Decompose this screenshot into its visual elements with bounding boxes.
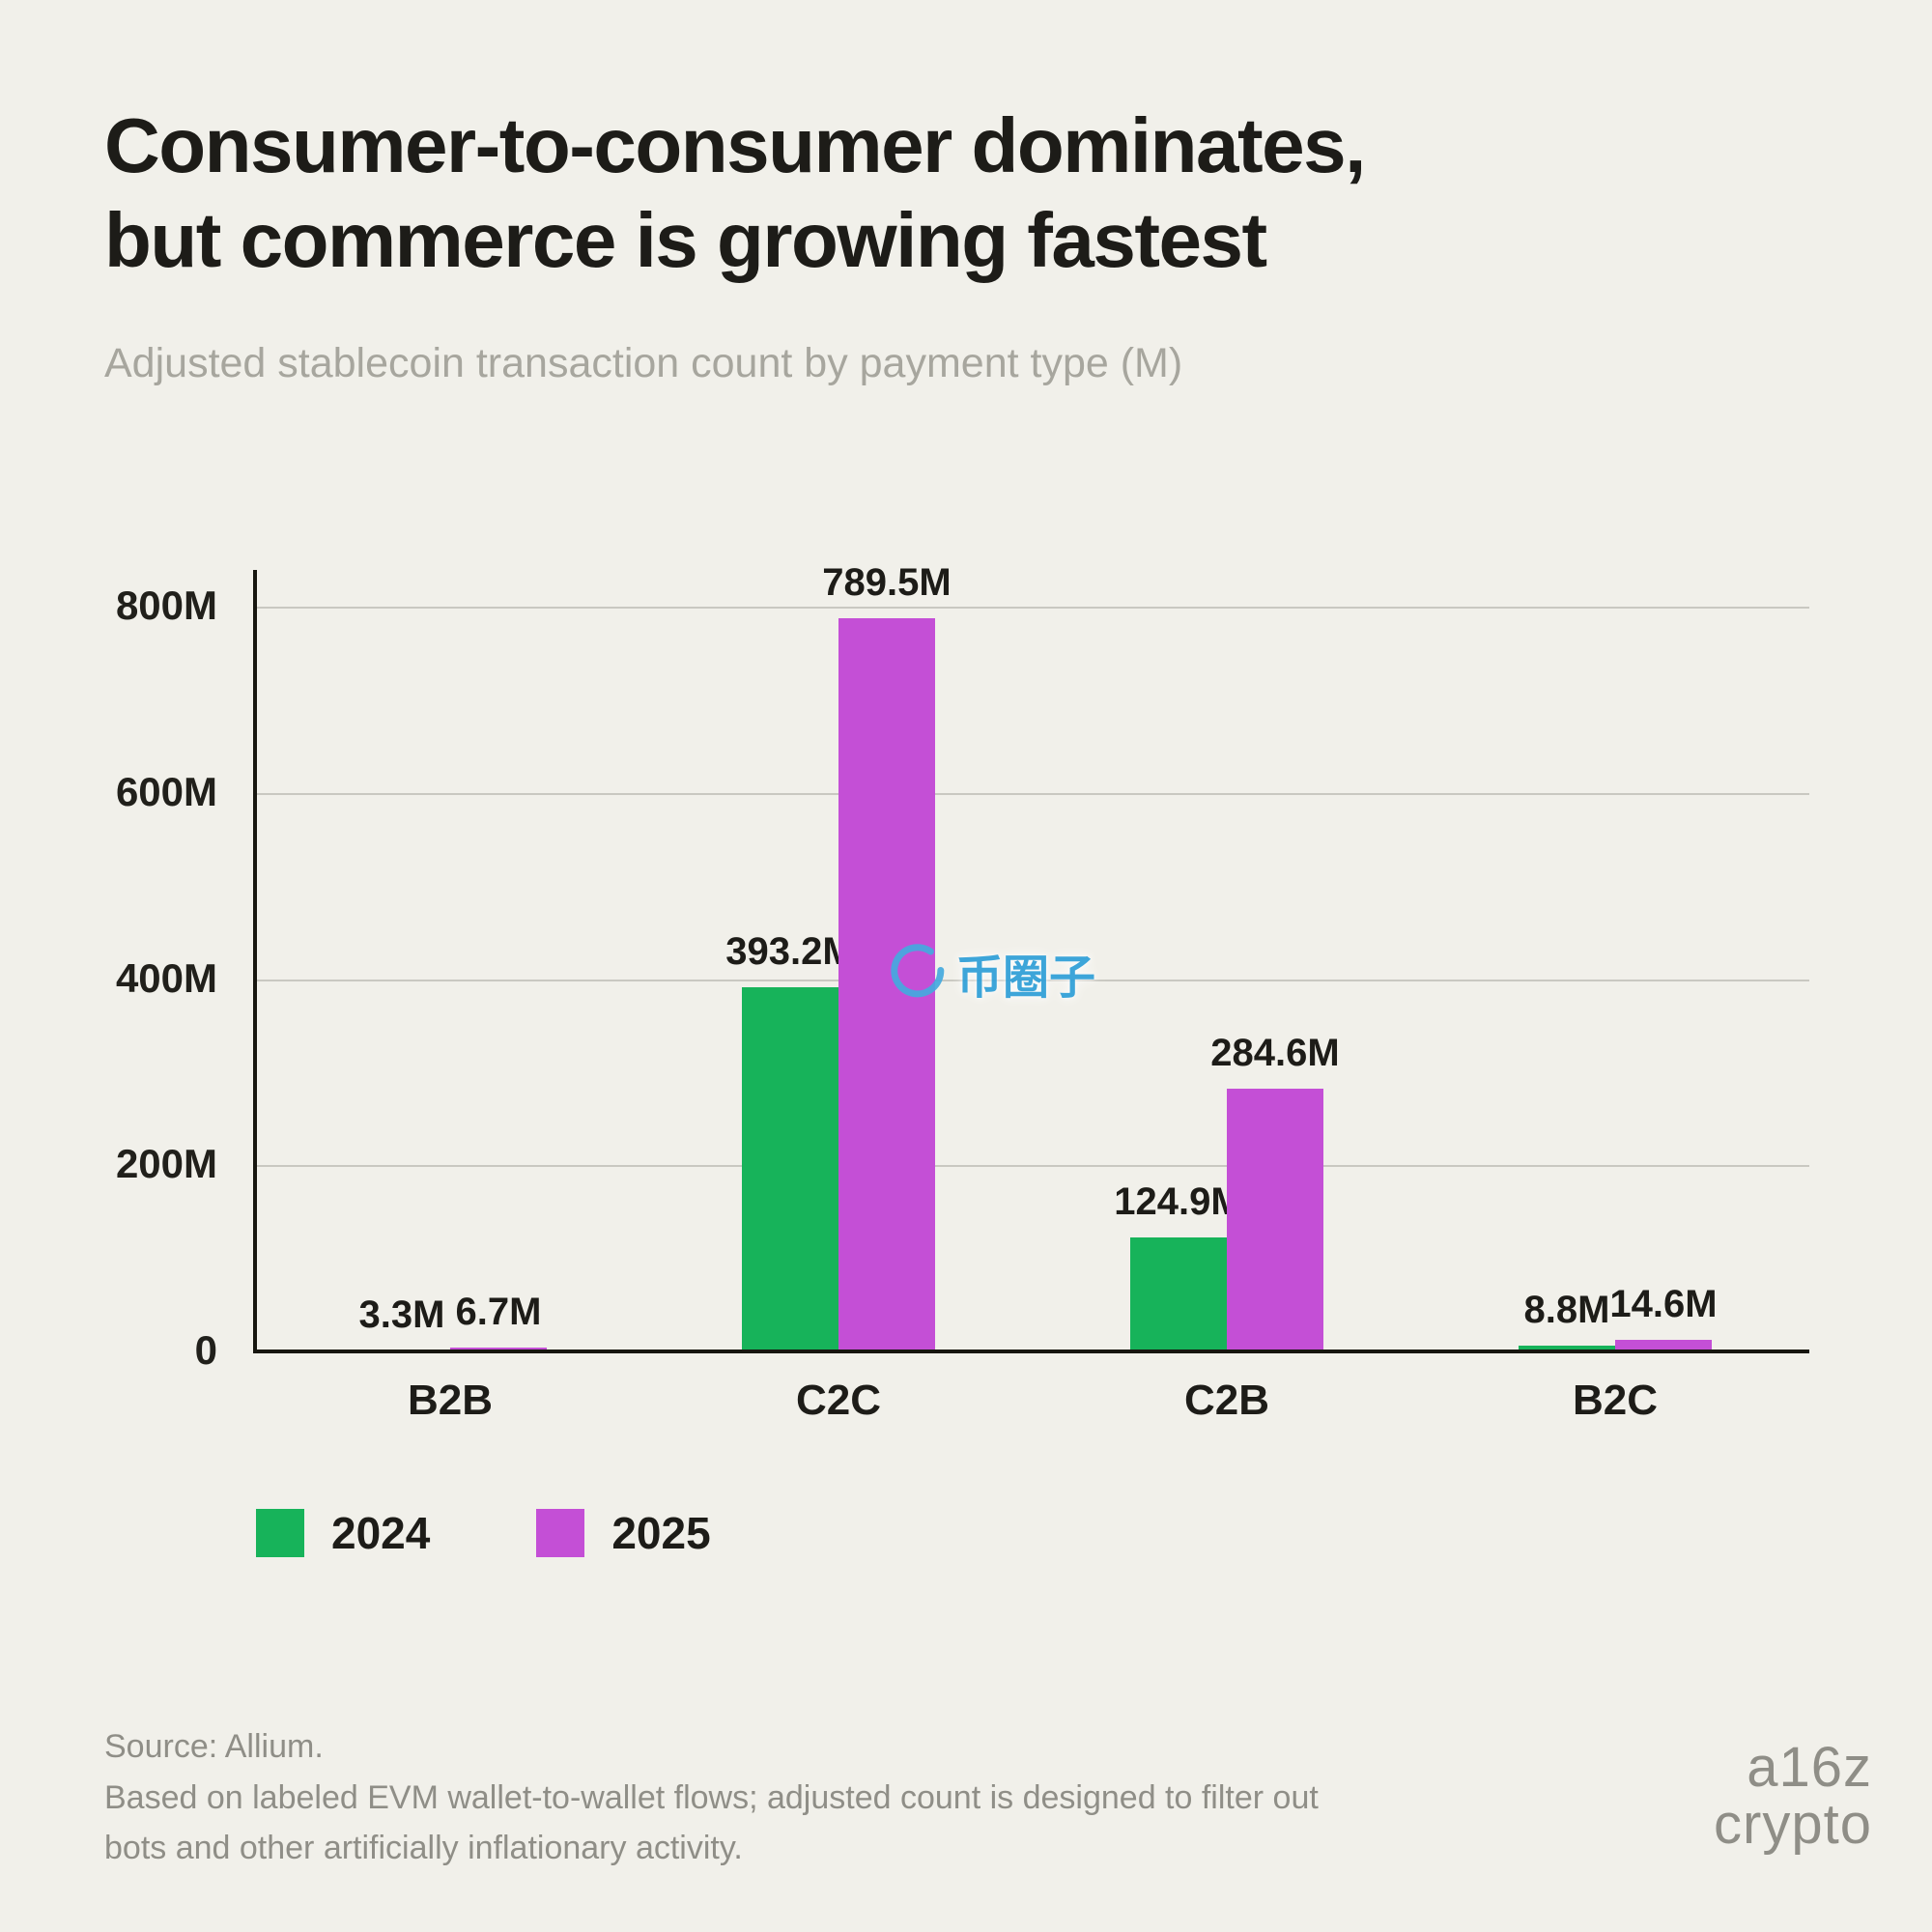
value-label-2025-B2C: 14.6M	[1609, 1282, 1718, 1325]
y-tick-label-600M: 600M	[115, 768, 217, 814]
y-tick-label-800M: 800M	[115, 582, 217, 628]
bar-2025-C2B: 284.6M	[1210, 1032, 1340, 1353]
value-label-2024-B2B: 3.3M	[358, 1293, 445, 1336]
bar-2024-C2C: 393.2M	[725, 930, 855, 1353]
source-line1: Source: Allium.	[104, 1727, 324, 1765]
bar-group-C2C: 393.2M 789.5M	[725, 561, 952, 1353]
legend-item-2025: 2025	[536, 1507, 711, 1559]
source-note: Source: Allium. Based on labeled EVM wal…	[104, 1721, 1319, 1874]
page-title-line2: but commerce is growing fastest	[104, 196, 1267, 283]
legend-swatch-2024	[256, 1509, 304, 1557]
page-title-line1: Consumer-to-consumer dominates,	[104, 102, 1366, 188]
gridline-200M	[256, 1165, 1809, 1168]
value-label-2025-C2C: 789.5M	[822, 561, 952, 605]
value-label-2025-B2B: 6.7M	[455, 1290, 542, 1333]
x-axis-line	[256, 1350, 1809, 1353]
value-label-2024-C2C: 393.2M	[725, 930, 855, 974]
x-axis-labels: B2B C2C C2B B2C	[256, 1377, 1809, 1425]
bar-2024-B2C: 8.8M	[1519, 1289, 1615, 1353]
x-category-label-B2B: B2B	[407, 1377, 494, 1424]
source-line3: bots and other artificially inflationary…	[104, 1830, 743, 1867]
legend-swatch-2025	[536, 1509, 585, 1557]
y-tick-label-200M: 200M	[115, 1141, 217, 1187]
x-category-label-C2C: C2C	[795, 1377, 882, 1424]
bar-group-C2B: 124.9M 284.6M	[1114, 1032, 1340, 1353]
chart-subtitle: Adjusted stablecoin transaction count by…	[104, 340, 1183, 386]
value-label-2024-B2C: 8.8M	[1523, 1288, 1610, 1331]
y-axis-line	[253, 570, 257, 1353]
gridline-400M	[256, 979, 1809, 981]
x-category-label-C2B: C2B	[1183, 1377, 1270, 1424]
legend-item-2024: 2024	[256, 1507, 430, 1559]
bar-chart: 800M 600M 400M 200M 0 3.3M 6.7M 393.2M 789.5M 124…	[116, 561, 1809, 1424]
gridline-800M	[256, 607, 1809, 609]
plot-area: 800M 600M 400M 200M 0 3.3M 6.7M 393.2M 789.5M 124…	[116, 561, 1809, 1424]
bars-row: 3.3M 6.7M 393.2M 789.5M 124.9M 284.6M 8.8M 14.6…	[256, 561, 1809, 1353]
legend-label-2025: 2025	[611, 1508, 711, 1558]
x-category-label-B2C: B2C	[1572, 1377, 1659, 1424]
source-line2: Based on labeled EVM wallet-to-wallet fl…	[104, 1778, 1319, 1816]
bar-2025-C2C: 789.5M	[822, 561, 952, 1353]
y-tick-label-400M: 400M	[115, 954, 217, 1001]
a16z-crypto-logo: a16z crypto	[1714, 1739, 1872, 1853]
bar-2024-C2B: 124.9M	[1114, 1180, 1243, 1353]
logo-line2: crypto	[1714, 1792, 1872, 1856]
bar-group-B2B: 3.3M 6.7M	[348, 1291, 553, 1353]
gridline-600M	[256, 792, 1809, 795]
legend-label-2024: 2024	[331, 1508, 431, 1558]
chart-legend: 2024 2025	[256, 1507, 711, 1559]
logo-line1: a16z	[1747, 1735, 1872, 1799]
value-label-2025-C2B: 284.6M	[1210, 1031, 1340, 1074]
y-tick-label-0: 0	[194, 1327, 217, 1373]
value-label-2024-C2B: 124.9M	[1114, 1179, 1243, 1223]
page-title: Consumer-to-consumer dominates, but comm…	[104, 99, 1366, 287]
